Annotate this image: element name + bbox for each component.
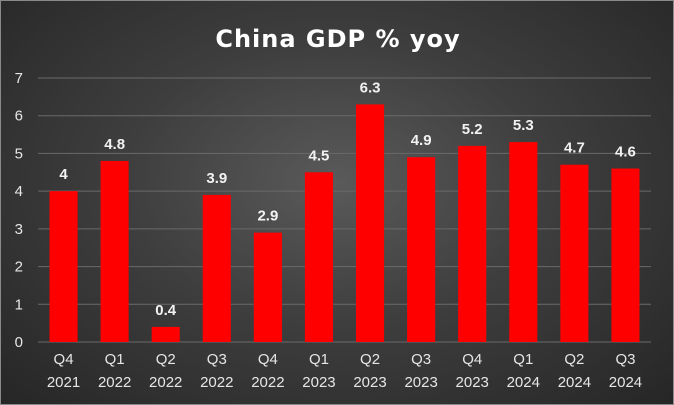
y-tick-label: 5	[15, 145, 23, 162]
gridlines	[38, 77, 651, 343]
bar	[304, 172, 334, 342]
x-tick-year: 2024	[609, 374, 642, 391]
data-label: 4.8	[104, 136, 125, 153]
bar	[458, 145, 487, 342]
data-label: 5.2	[462, 121, 483, 138]
x-tick-quarter: Q3	[411, 351, 431, 368]
x-tick-quarter: Q2	[156, 351, 176, 368]
x-tick-quarter: Q4	[258, 351, 278, 368]
x-tick-quarter: Q1	[513, 351, 533, 368]
y-tick-label: 6	[15, 108, 23, 125]
y-tick-label: 1	[15, 296, 23, 313]
bar	[151, 326, 180, 342]
y-tick-label: 4	[15, 183, 23, 200]
x-tick-quarter: Q1	[309, 351, 329, 368]
data-label: 2.9	[257, 208, 278, 225]
x-tick-quarter: Q3	[207, 351, 227, 368]
x-tick-quarter: Q1	[105, 351, 125, 368]
x-tick-quarter: Q4	[462, 351, 482, 368]
x-tick-year: 2024	[558, 374, 591, 391]
chart-title: China GDP % yoy	[215, 25, 460, 53]
bar	[611, 168, 640, 342]
x-tick-year: 2023	[456, 374, 489, 391]
y-tick-label: 2	[15, 259, 23, 276]
data-label: 4	[59, 166, 68, 183]
x-tick-year: 2023	[353, 374, 386, 391]
data-label: 6.3	[360, 79, 381, 96]
data-label: 3.9	[206, 170, 227, 187]
x-tick-year: 2022	[200, 374, 233, 391]
x-tick-year: 2023	[302, 374, 335, 391]
bar	[202, 194, 231, 342]
data-labels: 4 4.8 0.4 3.9 2.9 4.5 6.3 4.9 5.2 5.3 4.7 4.6	[59, 79, 636, 319]
bar	[560, 164, 589, 342]
y-axis-tick-labels: 0 1 2 3 4 5 6 7	[15, 70, 23, 351]
y-tick-label: 3	[15, 221, 23, 238]
bar	[100, 160, 129, 342]
bars	[49, 104, 640, 343]
bar	[509, 142, 538, 342]
x-axis-tick-labels: Q4 2021 Q1 2022 Q2 2022 Q3 2022 Q4 2022 Q1 2023 Q2 20…	[47, 351, 642, 391]
y-tick-label: 0	[15, 334, 23, 351]
bar	[49, 191, 78, 342]
x-tick-year: 2021	[47, 374, 80, 391]
x-tick-quarter: Q3	[615, 351, 635, 368]
data-label: 4.6	[615, 144, 636, 161]
bar	[355, 104, 385, 343]
x-tick-year: 2023	[404, 374, 437, 391]
data-label: 0.4	[155, 302, 177, 319]
data-label: 5.3	[513, 117, 534, 134]
x-tick-quarter: Q2	[564, 351, 584, 368]
bar	[253, 232, 282, 342]
data-label: 4.7	[564, 140, 585, 157]
data-label: 4.5	[309, 147, 330, 164]
data-label: 4.9	[411, 132, 432, 149]
x-tick-year: 2024	[507, 374, 540, 391]
x-tick-year: 2022	[251, 374, 284, 391]
x-tick-quarter: Q4	[54, 351, 74, 368]
x-tick-year: 2022	[149, 374, 182, 391]
x-tick-year: 2022	[98, 374, 131, 391]
x-tick-quarter: Q2	[360, 351, 380, 368]
bar	[407, 157, 436, 342]
y-tick-label: 7	[15, 70, 23, 87]
